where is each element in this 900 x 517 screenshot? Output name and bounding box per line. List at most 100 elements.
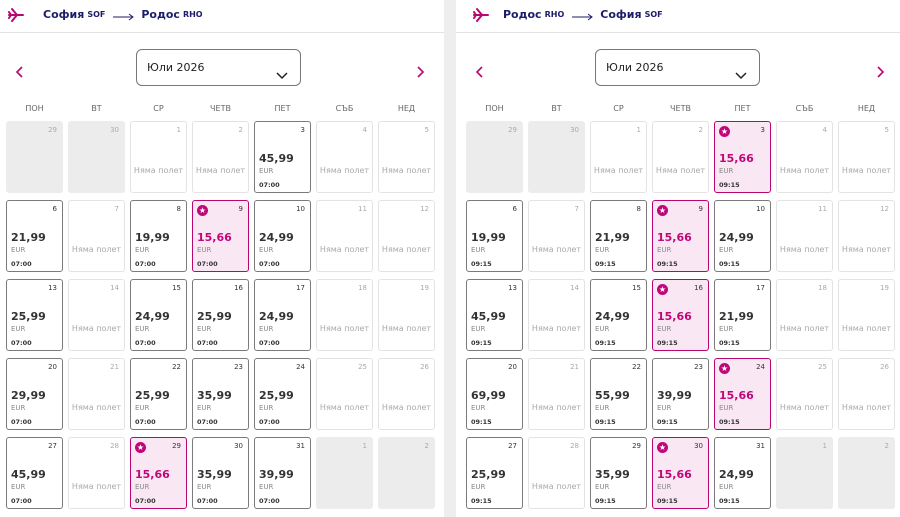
- day-cell[interactable]: 31 39,99 EUR 07:00: [254, 437, 311, 509]
- day-number: 2: [884, 442, 889, 450]
- day-cell[interactable]: 27 45,99 EUR 07:00: [6, 437, 63, 509]
- currency: EUR: [595, 404, 610, 412]
- day-number: 31: [296, 442, 305, 450]
- day-cell[interactable]: 30 35,99 EUR 07:00: [192, 437, 249, 509]
- currency: EUR: [197, 325, 212, 333]
- day-cell[interactable]: 16 ★ 15,66 EUR 09:15: [652, 279, 709, 351]
- currency: EUR: [11, 246, 26, 254]
- day-cell: 14 Няма полет: [68, 279, 125, 351]
- currency: EUR: [657, 246, 672, 254]
- departure-time: 09:15: [719, 497, 740, 505]
- day-number: 29: [172, 442, 181, 450]
- day-cell[interactable]: 3 45,99 EUR 07:00: [254, 121, 311, 193]
- day-number: 7: [114, 205, 119, 213]
- day-cell[interactable]: 20 69,99 EUR 09:15: [466, 358, 523, 430]
- month-select[interactable]: Юли 2026: [136, 49, 301, 86]
- day-cell[interactable]: 22 25,99 EUR 07:00: [130, 358, 187, 430]
- prev-month[interactable]: [15, 63, 25, 82]
- day-number: 1: [636, 126, 641, 134]
- day-cell: 5 Няма полет: [378, 121, 435, 193]
- day-cell[interactable]: 16 25,99 EUR 07:00: [192, 279, 249, 351]
- featured-badge: ★: [719, 363, 730, 374]
- day-cell[interactable]: 24 ★ 15,66 EUR 09:15: [714, 358, 771, 430]
- day-cell: 2: [838, 437, 895, 509]
- day-cell[interactable]: 13 45,99 EUR 09:15: [466, 279, 523, 351]
- currency: EUR: [595, 246, 610, 254]
- day-cell[interactable]: 17 21,99 EUR 09:15: [714, 279, 771, 351]
- no-flight: Няма полет: [655, 166, 706, 175]
- next-month[interactable]: [875, 63, 885, 82]
- currency: EUR: [135, 246, 150, 254]
- currency: EUR: [11, 325, 26, 333]
- month-select[interactable]: Юли 2026: [595, 49, 760, 86]
- currency: EUR: [259, 483, 274, 491]
- departure-time: 07:00: [259, 418, 280, 426]
- day-cell[interactable]: 24 25,99 EUR 07:00: [254, 358, 311, 430]
- route: София SOF Родос RHO: [43, 8, 211, 21]
- day-cell[interactable]: 27 25,99 EUR 09:15: [466, 437, 523, 509]
- day-number: 2: [424, 442, 429, 450]
- day-number: 9: [698, 205, 703, 213]
- day-number: 11: [818, 205, 827, 213]
- day-cell[interactable]: 23 39,99 EUR 09:15: [652, 358, 709, 430]
- day-cell[interactable]: 8 21,99 EUR 09:15: [590, 200, 647, 272]
- weekday: ЧЕТВ: [670, 104, 691, 113]
- no-flight: Няма полет: [319, 403, 370, 412]
- day-cell: 28 Няма полет: [68, 437, 125, 509]
- no-flight: Няма полет: [779, 324, 830, 333]
- day-cell[interactable]: 9 ★ 15,66 EUR 07:00: [192, 200, 249, 272]
- day-number: 20: [48, 363, 57, 371]
- day-cell: 11 Няма полет: [316, 200, 373, 272]
- departure-time: 09:15: [657, 260, 678, 268]
- no-flight: Няма полет: [779, 403, 830, 412]
- day-cell: 21 Няма полет: [68, 358, 125, 430]
- day-cell[interactable]: 9 ★ 15,66 EUR 09:15: [652, 200, 709, 272]
- from-code: SOF: [87, 10, 106, 19]
- price: 55,99: [595, 389, 630, 402]
- day-cell: 26 Няма полет: [838, 358, 895, 430]
- departure-time: 09:15: [471, 418, 492, 426]
- day-cell[interactable]: 29 35,99 EUR 09:15: [590, 437, 647, 509]
- day-cell[interactable]: 6 21,99 EUR 07:00: [6, 200, 63, 272]
- no-flight: Няма полет: [195, 166, 246, 175]
- currency: EUR: [259, 404, 274, 412]
- currency: EUR: [719, 404, 734, 412]
- departure-time: 07:00: [135, 497, 156, 505]
- day-cell[interactable]: 10 24,99 EUR 07:00: [254, 200, 311, 272]
- day-cell[interactable]: 6 19,99 EUR 09:15: [466, 200, 523, 272]
- day-number: 17: [296, 284, 305, 292]
- day-cell[interactable]: 13 25,99 EUR 07:00: [6, 279, 63, 351]
- day-cell[interactable]: 29 ★ 15,66 EUR 07:00: [130, 437, 187, 509]
- day-cell[interactable]: 15 24,99 EUR 09:15: [590, 279, 647, 351]
- day-cell: 19 Няма полет: [378, 279, 435, 351]
- day-cell[interactable]: 30 ★ 15,66 EUR 09:15: [652, 437, 709, 509]
- featured-badge: ★: [657, 442, 668, 453]
- prev-month[interactable]: [475, 63, 485, 82]
- plane-icon: [473, 7, 489, 27]
- next-month[interactable]: [415, 63, 425, 82]
- day-cell[interactable]: 31 24,99 EUR 09:15: [714, 437, 771, 509]
- day-number: 12: [420, 205, 429, 213]
- day-cell[interactable]: 20 29,99 EUR 07:00: [6, 358, 63, 430]
- day-cell[interactable]: 10 24,99 EUR 09:15: [714, 200, 771, 272]
- weekday: ПОН: [485, 104, 504, 113]
- day-number: 13: [48, 284, 57, 292]
- day-cell[interactable]: 22 55,99 EUR 09:15: [590, 358, 647, 430]
- day-cell[interactable]: 17 24,99 EUR 07:00: [254, 279, 311, 351]
- day-number: 12: [880, 205, 889, 213]
- currency: EUR: [135, 404, 150, 412]
- day-cell[interactable]: 3 ★ 15,66 EUR 09:15: [714, 121, 771, 193]
- calendar-panel: Родос RHO София SOF Юли 2026 ПОН ВТ СР ЧЕТВ ПЕТ СЪ…: [456, 0, 900, 517]
- departure-time: 09:15: [595, 418, 616, 426]
- day-cell[interactable]: 15 24,99 EUR 07:00: [130, 279, 187, 351]
- no-flight: Няма полет: [133, 166, 184, 175]
- day-cell[interactable]: 8 19,99 EUR 07:00: [130, 200, 187, 272]
- price: 21,99: [719, 310, 754, 323]
- from-code: RHO: [544, 10, 565, 19]
- day-number: 21: [110, 363, 119, 371]
- departure-time: 09:15: [657, 418, 678, 426]
- price: 15,66: [135, 468, 170, 481]
- featured-badge: ★: [657, 284, 668, 295]
- day-cell[interactable]: 23 35,99 EUR 07:00: [192, 358, 249, 430]
- departure-time: 07:00: [11, 497, 32, 505]
